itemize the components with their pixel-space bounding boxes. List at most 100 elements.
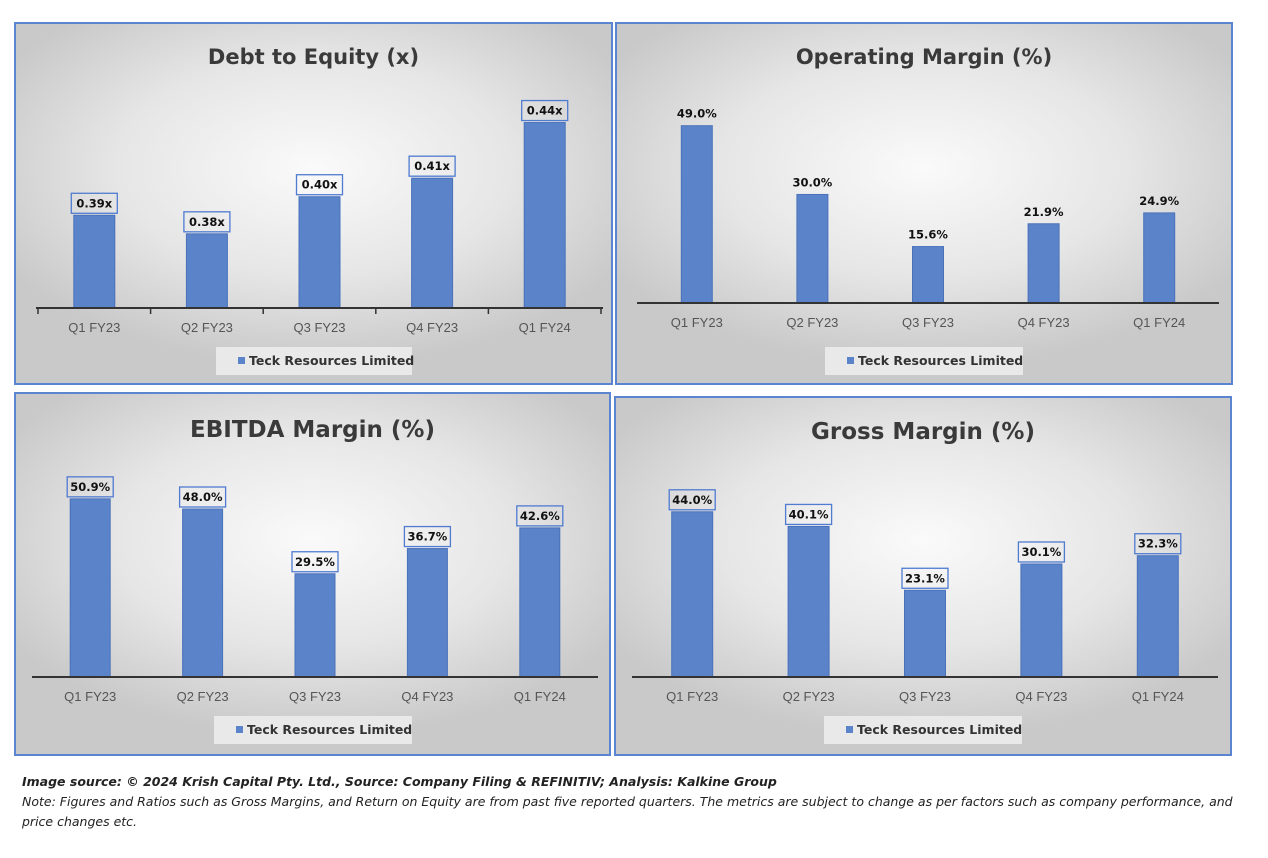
bar <box>1143 212 1176 304</box>
legend-label: Teck Resources Limited <box>857 722 1022 737</box>
bar <box>294 573 336 678</box>
category-label: Q2 FY23 <box>181 320 233 335</box>
bar <box>406 548 448 678</box>
data-label: 29.5% <box>295 555 335 569</box>
chart-title: EBITDA Margin (%) <box>190 417 435 443</box>
chart-title: Gross Margin (%) <box>811 419 1035 445</box>
bar <box>1027 223 1060 304</box>
category-label: Q2 FY23 <box>783 689 835 704</box>
bar <box>1020 563 1063 678</box>
bar <box>523 122 566 309</box>
legend-box <box>216 347 412 375</box>
data-label: 21.9% <box>1024 205 1064 219</box>
note-text: Note: Figures and Ratios such as Gross M… <box>22 794 1233 829</box>
data-label: 32.3% <box>1138 537 1178 551</box>
legend-label: Teck Resources Limited <box>247 722 412 737</box>
data-label: 42.6% <box>520 509 560 523</box>
image-source-text: Image source: © 2024 Krish Capital Pty. … <box>22 774 777 789</box>
bar <box>73 214 116 309</box>
legend-swatch <box>846 726 853 733</box>
category-label: Q3 FY23 <box>899 689 951 704</box>
data-label-box <box>295 174 344 196</box>
legend-label: Teck Resources Limited <box>249 353 414 368</box>
ebitda-margin-chart-panel: EBITDA Margin (%) 50.9% Q1 FY23 48.0% Q2 FY2… <box>14 392 611 756</box>
gross-margin-chart: Gross Margin (%) 44.0% Q1 FY23 40.1% Q2 FY23… <box>632 419 1218 744</box>
data-label: 48.0% <box>183 490 223 504</box>
data-label: 30.1% <box>1021 545 1061 559</box>
data-label-box <box>901 567 949 589</box>
data-label-box <box>291 551 339 573</box>
data-label: 49.0% <box>677 107 717 121</box>
legend-swatch <box>238 357 245 364</box>
data-label-box <box>66 476 114 498</box>
legend-box <box>824 716 1022 744</box>
bar <box>411 177 454 309</box>
data-label: 0.44x <box>527 104 563 118</box>
data-label: 24.9% <box>1139 194 1179 208</box>
legend-box <box>825 347 1023 375</box>
category-label: Q1 FY24 <box>519 320 571 335</box>
category-label: Q1 FY24 <box>1133 315 1185 330</box>
legend-box <box>214 716 412 744</box>
data-label-box <box>668 489 716 511</box>
data-label: 0.41x <box>414 159 450 173</box>
debt-to-equity-chart-panel: Debt to Equity (x) 0.39x Q1 FY23 0.38x Q2 FY… <box>14 22 613 385</box>
data-label-box <box>784 503 833 526</box>
gross-margin-chart-panel: Gross Margin (%) 44.0% Q1 FY23 40.1% Q2 FY23… <box>614 396 1232 756</box>
category-label: Q1 FY23 <box>64 689 116 704</box>
data-label-box <box>1134 533 1182 555</box>
category-label: Q2 FY23 <box>177 689 229 704</box>
category-label: Q3 FY23 <box>289 689 341 704</box>
ebitda-margin-chart: EBITDA Margin (%) 50.9% Q1 FY23 48.0% Q2 FY2… <box>32 417 598 744</box>
data-label-box <box>516 505 564 527</box>
data-label-box <box>408 155 456 177</box>
category-label: Q3 FY23 <box>902 315 954 330</box>
data-label: 44.0% <box>672 493 712 507</box>
data-label: 0.40x <box>302 178 338 192</box>
legend-label: Teck Resources Limited <box>858 353 1023 368</box>
bar <box>904 589 946 678</box>
category-label: Q4 FY23 <box>1018 315 1070 330</box>
data-label-box <box>70 192 118 214</box>
data-label: 50.9% <box>70 480 110 494</box>
data-label-box <box>1017 541 1066 563</box>
category-label: Q4 FY23 <box>1015 689 1067 704</box>
category-label: Q1 FY23 <box>666 689 718 704</box>
bar <box>519 527 561 678</box>
chart-title: Operating Margin (%) <box>796 45 1052 69</box>
data-label: 0.38x <box>189 215 225 229</box>
operating-margin-chart: Operating Margin (%) 49.0% Q1 FY23 30.0% Q2 … <box>637 45 1219 375</box>
bar <box>182 508 224 678</box>
data-label: 23.1% <box>905 571 945 585</box>
category-label: Q1 FY24 <box>1132 689 1184 704</box>
bar <box>671 511 714 678</box>
bar <box>912 246 944 304</box>
bar <box>298 196 341 309</box>
data-label: 0.39x <box>76 196 112 210</box>
data-label-box <box>403 525 452 548</box>
operating-margin-chart-panel: Operating Margin (%) 49.0% Q1 FY23 30.0% Q2 … <box>615 22 1233 385</box>
bar <box>796 193 829 304</box>
data-label: 15.6% <box>908 228 948 242</box>
bar <box>787 525 830 678</box>
bar <box>680 125 713 304</box>
category-label: Q1 FY24 <box>514 689 566 704</box>
legend-swatch <box>236 726 243 733</box>
category-label: Q4 FY23 <box>406 320 458 335</box>
legend-swatch <box>847 357 854 364</box>
bar <box>69 498 111 678</box>
data-label: 40.1% <box>789 507 829 521</box>
debt-to-equity-chart: Debt to Equity (x) 0.39x Q1 FY23 0.38x Q2 FY… <box>36 45 603 375</box>
data-label-box <box>183 211 231 233</box>
chart-title: Debt to Equity (x) <box>208 45 419 69</box>
category-label: Q1 FY23 <box>671 315 723 330</box>
category-label: Q1 FY23 <box>68 320 120 335</box>
data-label-box <box>178 486 227 508</box>
data-label: 30.0% <box>792 175 832 189</box>
bar <box>1136 555 1179 678</box>
category-label: Q2 FY23 <box>786 315 838 330</box>
data-label: 36.7% <box>407 530 447 544</box>
category-label: Q4 FY23 <box>401 689 453 704</box>
data-label-box <box>521 99 569 122</box>
category-label: Q3 FY23 <box>293 320 345 335</box>
